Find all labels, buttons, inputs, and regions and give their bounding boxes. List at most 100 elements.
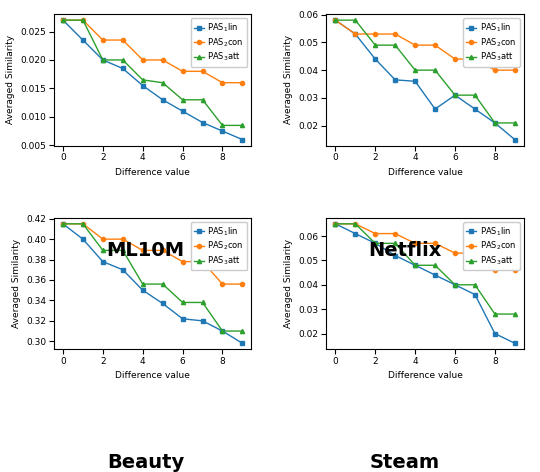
- PAS$_1$lin: [491, 120, 498, 126]
- PAS$_1$lin: [332, 221, 339, 227]
- PAS$_3$att: [472, 282, 478, 287]
- PAS$_3$att: [511, 311, 518, 317]
- PAS$_3$att: [452, 93, 458, 98]
- PAS$_2$con: [352, 221, 359, 227]
- PAS$_2$con: [432, 241, 438, 246]
- PAS$_2$con: [372, 31, 379, 37]
- PAS$_1$lin: [372, 56, 379, 62]
- PAS$_3$att: [99, 57, 106, 63]
- Line: PAS$_2$con: PAS$_2$con: [61, 222, 245, 286]
- PAS$_2$con: [511, 67, 518, 73]
- Line: PAS$_1$lin: PAS$_1$lin: [333, 222, 517, 346]
- PAS$_2$con: [472, 56, 478, 62]
- PAS$_2$con: [219, 80, 226, 85]
- PAS$_1$lin: [352, 231, 359, 236]
- Line: PAS$_3$att: PAS$_3$att: [61, 222, 245, 333]
- PAS$_3$att: [412, 262, 418, 268]
- PAS$_3$att: [60, 221, 66, 227]
- PAS$_2$con: [511, 267, 518, 273]
- PAS$_1$lin: [412, 78, 418, 84]
- Text: Netflix: Netflix: [368, 241, 442, 260]
- Line: PAS$_1$lin: PAS$_1$lin: [333, 18, 517, 142]
- PAS$_3$att: [179, 300, 186, 305]
- PAS$_2$con: [99, 37, 106, 43]
- PAS$_2$con: [352, 31, 359, 37]
- PAS$_3$att: [119, 57, 126, 63]
- PAS$_3$att: [159, 281, 166, 287]
- Y-axis label: Averaged Similarity: Averaged Similarity: [284, 239, 293, 328]
- PAS$_3$att: [239, 328, 246, 334]
- PAS$_3$att: [511, 120, 518, 126]
- PAS$_2$con: [472, 250, 478, 256]
- PAS$_3$att: [80, 221, 86, 227]
- PAS$_1$lin: [159, 97, 166, 102]
- PAS$_1$lin: [491, 331, 498, 337]
- PAS$_1$lin: [332, 17, 339, 23]
- PAS$_2$con: [332, 17, 339, 23]
- PAS$_2$con: [412, 241, 418, 246]
- PAS$_2$con: [392, 231, 399, 236]
- Y-axis label: Averaged Similarity: Averaged Similarity: [6, 35, 15, 125]
- Line: PAS$_1$lin: PAS$_1$lin: [61, 18, 245, 142]
- PAS$_1$lin: [432, 106, 438, 112]
- PAS$_1$lin: [119, 66, 126, 71]
- PAS$_1$lin: [239, 137, 246, 143]
- PAS$_1$lin: [432, 272, 438, 278]
- PAS$_1$lin: [511, 137, 518, 143]
- PAS$_3$att: [352, 221, 359, 227]
- PAS$_3$att: [239, 123, 246, 128]
- PAS$_3$att: [199, 97, 206, 102]
- PAS$_2$con: [119, 236, 126, 242]
- PAS$_2$con: [332, 221, 339, 227]
- PAS$_2$con: [412, 42, 418, 48]
- PAS$_1$lin: [452, 93, 458, 98]
- PAS$_3$att: [199, 300, 206, 305]
- PAS$_3$att: [352, 17, 359, 23]
- PAS$_3$att: [139, 77, 146, 83]
- PAS$_2$con: [199, 259, 206, 264]
- PAS$_3$att: [432, 262, 438, 268]
- PAS$_3$att: [99, 247, 106, 253]
- PAS$_3$att: [372, 42, 379, 48]
- PAS$_3$att: [332, 221, 339, 227]
- X-axis label: Difference value: Difference value: [115, 168, 190, 177]
- PAS$_2$con: [99, 236, 106, 242]
- PAS$_2$con: [119, 37, 126, 43]
- PAS$_1$lin: [80, 236, 86, 242]
- PAS$_2$con: [432, 42, 438, 48]
- PAS$_2$con: [372, 231, 379, 236]
- PAS$_2$con: [392, 31, 399, 37]
- PAS$_1$lin: [139, 287, 146, 293]
- Line: PAS$_2$con: PAS$_2$con: [333, 18, 517, 72]
- PAS$_2$con: [159, 57, 166, 63]
- PAS$_1$lin: [219, 328, 226, 334]
- PAS$_2$con: [179, 68, 186, 74]
- X-axis label: Difference value: Difference value: [388, 371, 463, 380]
- PAS$_3$att: [219, 328, 226, 334]
- PAS$_1$lin: [452, 282, 458, 287]
- PAS$_2$con: [239, 80, 246, 85]
- PAS$_3$att: [139, 281, 146, 287]
- PAS$_3$att: [412, 67, 418, 73]
- PAS$_2$con: [219, 281, 226, 287]
- PAS$_3$att: [491, 311, 498, 317]
- PAS$_2$con: [60, 17, 66, 23]
- PAS$_2$con: [80, 221, 86, 227]
- Legend: PAS$_1$lin, PAS$_2$con, PAS$_3$att: PAS$_1$lin, PAS$_2$con, PAS$_3$att: [191, 18, 247, 67]
- PAS$_1$lin: [511, 340, 518, 346]
- PAS$_2$con: [159, 247, 166, 253]
- PAS$_1$lin: [199, 120, 206, 126]
- PAS$_1$lin: [472, 106, 478, 112]
- PAS$_3$att: [372, 241, 379, 246]
- Line: PAS$_1$lin: PAS$_1$lin: [61, 222, 245, 346]
- PAS$_2$con: [80, 17, 86, 23]
- PAS$_3$att: [392, 42, 399, 48]
- PAS$_1$lin: [472, 292, 478, 297]
- Text: Beauty: Beauty: [107, 453, 185, 472]
- PAS$_1$lin: [60, 221, 66, 227]
- PAS$_1$lin: [139, 83, 146, 88]
- X-axis label: Difference value: Difference value: [115, 371, 190, 380]
- PAS$_1$lin: [392, 77, 399, 83]
- PAS$_2$con: [452, 250, 458, 256]
- PAS$_3$att: [159, 80, 166, 85]
